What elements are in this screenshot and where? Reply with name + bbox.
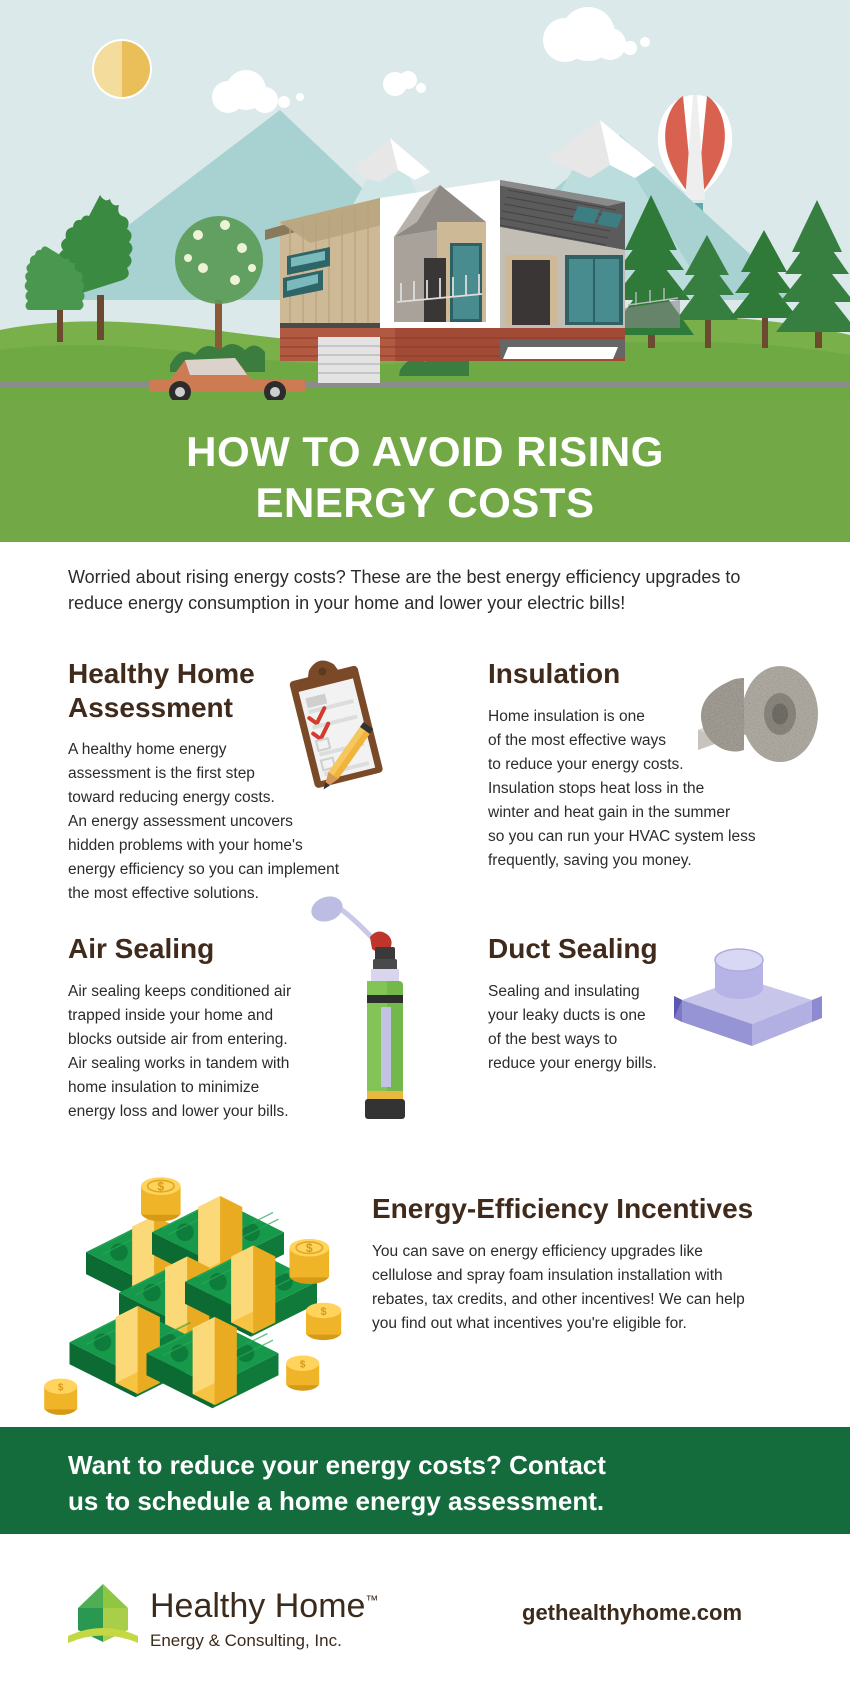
svg-text:$: $ xyxy=(58,1383,64,1394)
svg-text:$: $ xyxy=(321,1306,327,1318)
svg-text:$: $ xyxy=(300,1360,306,1371)
svg-text:$: $ xyxy=(306,1241,313,1255)
svg-text:$: $ xyxy=(157,1180,164,1194)
